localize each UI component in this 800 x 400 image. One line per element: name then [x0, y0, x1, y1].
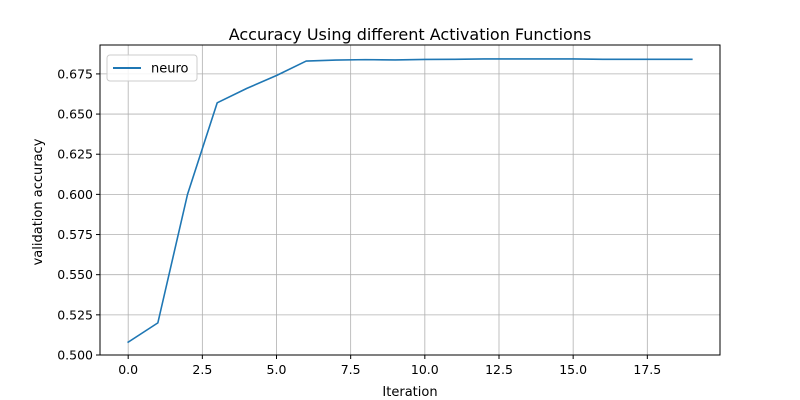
y-tick-label: 0.525: [57, 307, 93, 322]
x-axis-ticks: 0.0 2.5 5.0 7.5 10.0 12.5 15.0 17.5: [118, 355, 661, 377]
y-tick-label: 0.625: [57, 147, 93, 162]
y-axis-ticks: 0.500 0.525 0.550 0.575 0.600 0.625 0.650 0.675: [57, 66, 100, 363]
x-tick-label: 2.5: [192, 362, 212, 377]
x-axis-label: Iteration: [382, 385, 437, 400]
grid: [100, 45, 720, 356]
legend-box: [106, 54, 198, 82]
series-line-neuro: [127, 58, 693, 344]
x-tick-label: 0.0: [118, 362, 138, 377]
y-tick-label: 0.650: [57, 107, 93, 122]
legend-label-neuro: neuro: [151, 62, 189, 77]
y-axis-label: validation accuracy: [31, 138, 46, 265]
chart-title: Accuracy Using different Activation Func…: [229, 25, 592, 44]
legend: neuro: [106, 54, 198, 82]
y-tick-label: 0.575: [57, 227, 93, 242]
y-tick-label: 0.550: [57, 267, 93, 282]
x-tick-label: 17.5: [633, 362, 661, 377]
x-tick-label: 5.0: [267, 362, 287, 377]
x-tick-label: 12.5: [485, 362, 513, 377]
y-tick-label: 0.675: [57, 66, 93, 81]
plot-frame: [99, 44, 721, 356]
y-tick-label: 0.500: [57, 348, 93, 363]
y-tick-label: 0.600: [57, 187, 93, 202]
x-tick-label: 10.0: [411, 362, 439, 377]
series-layer: [127, 58, 693, 344]
x-tick-label: 7.5: [341, 362, 361, 377]
x-tick-label: 15.0: [559, 362, 587, 377]
